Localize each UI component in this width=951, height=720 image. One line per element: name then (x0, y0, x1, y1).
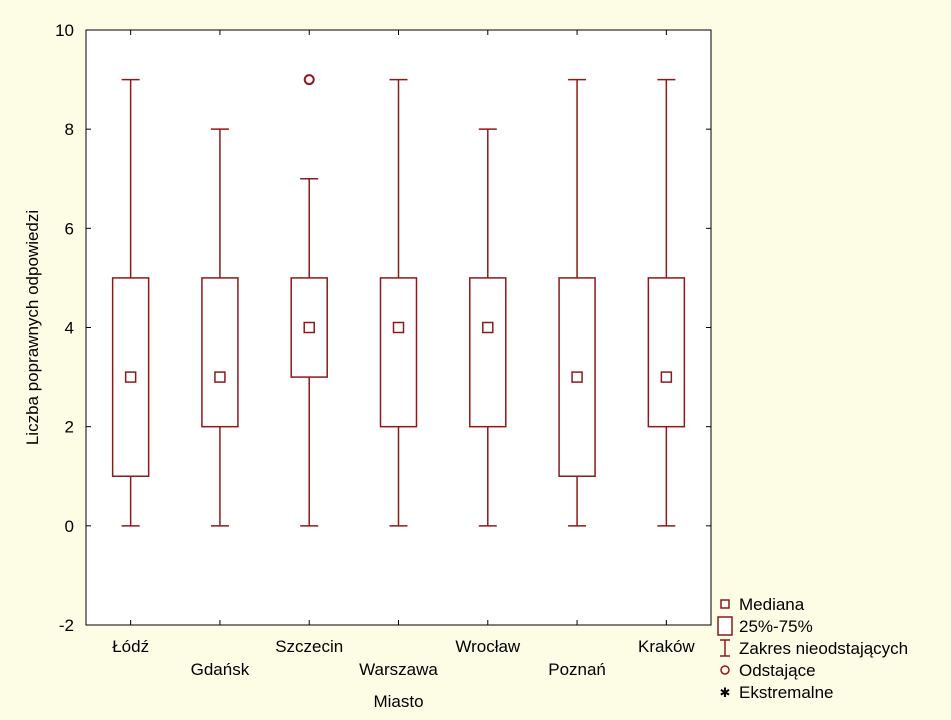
y-axis: -2 0 2 4 6 8 10 (55, 21, 711, 635)
box-5 (469, 128, 507, 527)
box-4 (379, 78, 418, 527)
y-tick-label: 6 (65, 219, 74, 238)
y-tick-label: 10 (55, 21, 74, 40)
median-marker (571, 371, 583, 383)
iqr-box (469, 277, 507, 428)
legend-label: Ekstremalne (739, 683, 833, 702)
legend-whisker-icon (720, 639, 730, 657)
median-marker (124, 371, 137, 383)
x-tick-label: Gdańsk (191, 660, 250, 679)
x-tick-label: Kraków (638, 637, 695, 656)
box-6 (558, 78, 596, 527)
legend-outlier-icon (720, 665, 730, 675)
x-tick-label: Warszawa (359, 660, 438, 679)
box-2 (201, 128, 239, 527)
legend-box-icon (717, 616, 733, 636)
legend-item: 25%-75% (717, 616, 813, 636)
x-tick-label: Szczecin (275, 637, 343, 656)
legend-item: Zakres nieodstających (720, 639, 908, 658)
legend-label: 25%-75% (739, 617, 813, 636)
legend-label: Mediana (739, 595, 805, 614)
legend: Mediana 25%-75% Zakres nieodstających Odsta… (717, 595, 908, 702)
median-marker (392, 321, 405, 334)
legend-item: Odstające (720, 661, 816, 680)
outlier-point (303, 74, 315, 86)
x-tick-label: Wrocław (455, 637, 521, 656)
y-tick-label: 4 (65, 319, 74, 338)
x-tick-label: Łódź (112, 637, 149, 656)
legend-label: Odstające (739, 661, 816, 680)
legend-extreme-icon: ✱ (720, 685, 731, 700)
iqr-box (647, 277, 686, 428)
box-1 (111, 78, 150, 527)
y-tick-label: -2 (59, 616, 74, 635)
y-tick-label: 2 (65, 418, 74, 437)
legend-median-icon (720, 599, 730, 609)
median-marker (214, 371, 226, 383)
y-tick-label: 8 (65, 120, 74, 139)
box-7 (647, 78, 686, 527)
median-marker (303, 321, 315, 334)
y-tick-label: 0 (65, 517, 74, 536)
box-3 (290, 74, 328, 527)
legend-label: Zakres nieodstających (739, 639, 908, 658)
x-axis: Łódź Gdańsk Szczecin Warszawa Wrocław Poznań K… (112, 30, 695, 679)
boxes-group (111, 74, 686, 527)
iqr-box (201, 277, 239, 428)
legend-item: Mediana (720, 595, 805, 614)
x-axis-label: Miasto (373, 692, 423, 711)
plot-frame (85, 29, 712, 626)
median-marker (482, 321, 494, 334)
iqr-box (379, 277, 418, 428)
x-tick-label: Poznań (548, 660, 606, 679)
y-axis-label: Liczba poprawnych odpowiedzi (23, 210, 42, 445)
median-marker (660, 371, 673, 383)
legend-item: ✱ Ekstremalne (720, 683, 834, 702)
